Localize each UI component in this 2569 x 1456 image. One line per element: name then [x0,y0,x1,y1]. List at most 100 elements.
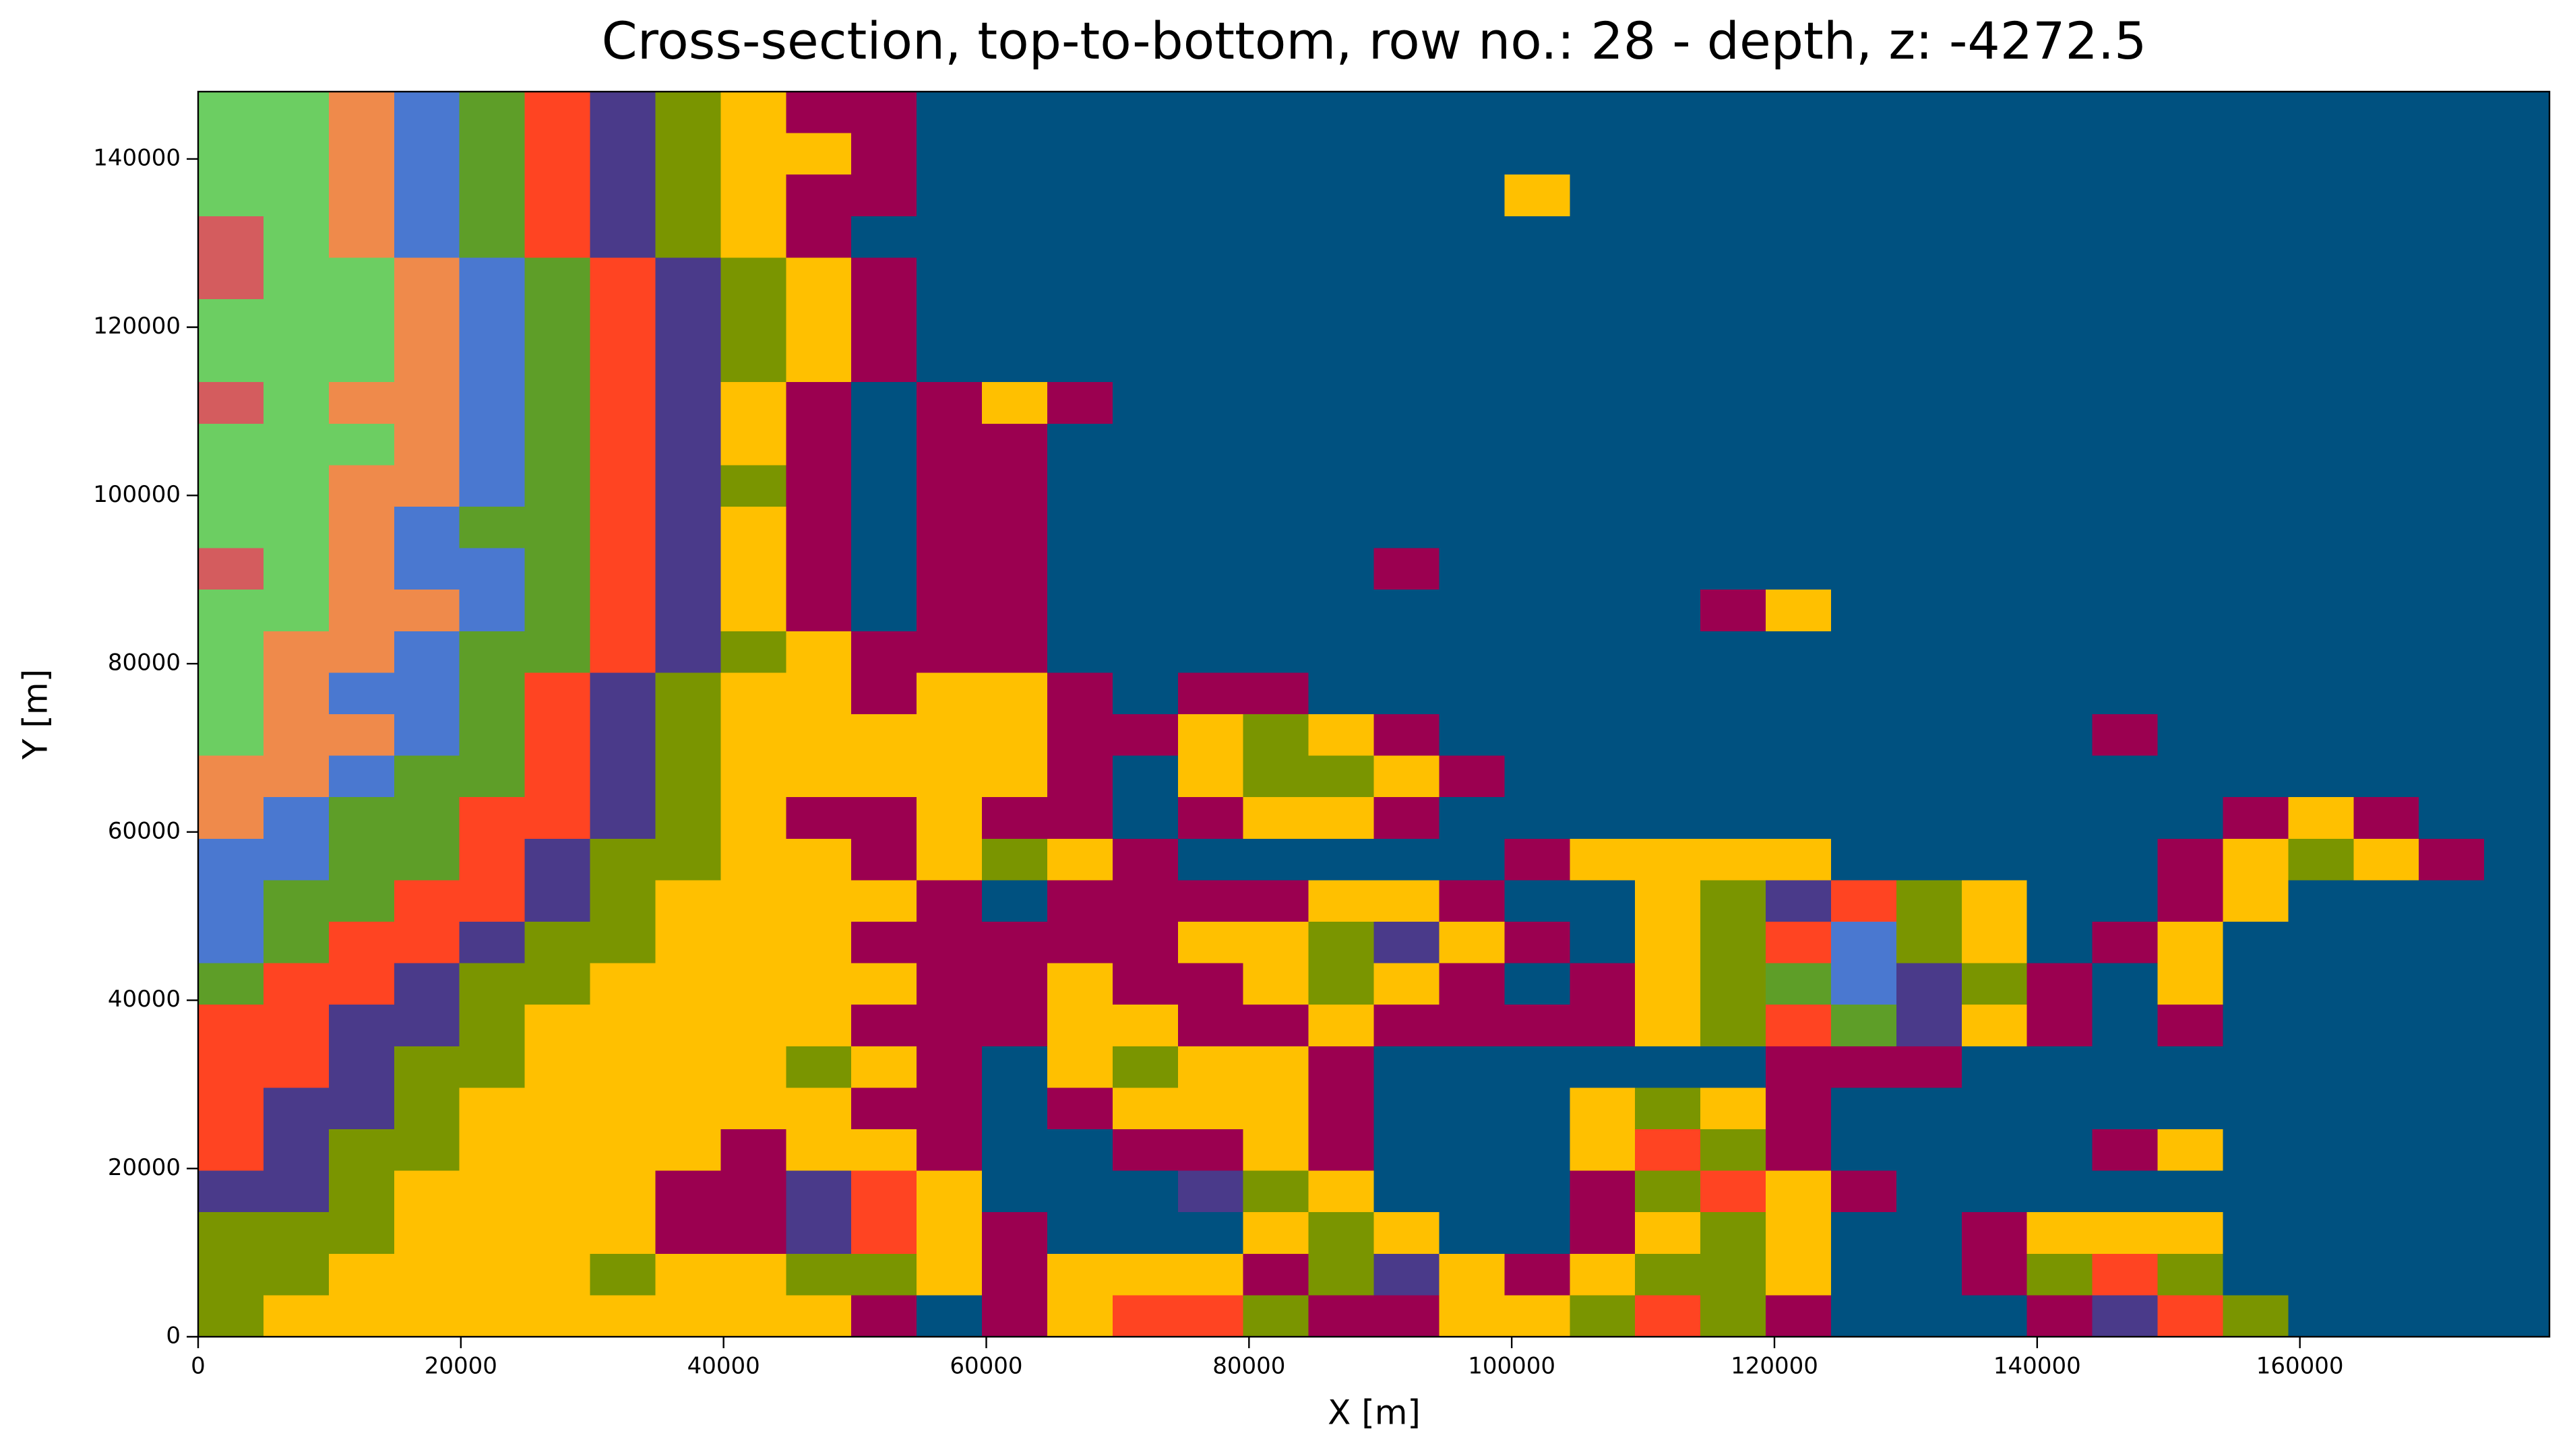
cell [1766,755,1832,798]
cell [1635,1253,1701,1296]
cell [1308,92,1375,134]
cell [1504,880,1570,922]
cell [2157,631,2224,673]
cell [1439,590,1505,632]
cell [524,257,591,300]
cell [2419,880,2485,922]
y-tick-label: 80000 [108,650,181,676]
cell [720,1295,786,1337]
cell [786,382,852,424]
cell [1700,548,1766,590]
cell [851,92,917,134]
cell [1243,1212,1309,1255]
cell [1504,1170,1570,1213]
cell [394,465,460,507]
cell [1373,963,1440,1005]
cell [1308,838,1375,881]
cell [2223,92,2289,134]
cell [1177,1005,1244,1047]
cell [394,1087,460,1130]
cell [2223,465,2289,507]
cell [1896,755,1962,798]
cell [1635,1295,1701,1337]
cell [459,1170,526,1213]
cell [2484,1046,2550,1088]
cell [2157,880,2224,922]
cell [1961,216,2028,258]
cell [524,755,591,798]
cell [786,340,852,383]
cell [328,548,395,590]
cell [1504,1005,1570,1047]
cell [1830,672,1897,715]
cell [917,922,983,964]
cell [786,92,852,134]
cell [2223,755,2289,798]
cell [198,1253,264,1296]
cell [2353,382,2419,424]
cell [1635,1005,1701,1047]
cell [1700,1046,1766,1088]
cell [590,1212,656,1255]
cell [1047,216,1113,258]
cell [2223,1087,2289,1130]
cell [2419,216,2485,258]
cell [2419,1129,2485,1172]
cell [1243,1005,1309,1047]
cell [786,631,852,673]
cell [917,340,983,383]
cell [1700,797,1766,840]
cell [2223,714,2289,757]
cell [1047,133,1113,175]
cell [1830,797,1897,840]
cell [720,590,786,632]
cell [1635,1212,1701,1255]
cell [1896,1129,1962,1172]
cell [1243,257,1309,300]
cell [786,880,852,922]
cell [1047,257,1113,300]
cell [2484,507,2550,549]
cell [2288,175,2354,217]
cell [1047,1046,1113,1088]
cell [1373,1253,1440,1296]
cell [1177,714,1244,757]
cell [394,631,460,673]
cell [2484,382,2550,424]
cell [1439,963,1505,1005]
cell [198,880,264,922]
cell [394,922,460,964]
cell [720,755,786,798]
cell [198,755,264,798]
cell [1896,423,1962,466]
cell [590,92,656,134]
cell [1896,922,1962,964]
cell [982,216,1048,258]
cell [2092,1253,2159,1296]
cell [1896,672,1962,715]
cell [2157,423,2224,466]
cell [1308,1170,1375,1213]
cell [328,133,395,175]
cell [2026,755,2093,798]
cell [2223,1212,2289,1255]
cell [2223,1129,2289,1172]
cell [1439,1087,1505,1130]
y-tick-label: 120000 [93,313,181,340]
cell [1373,465,1440,507]
cell [2353,590,2419,632]
cell [982,590,1048,632]
cell [1177,548,1244,590]
cell [2026,838,2093,881]
cell [982,797,1048,840]
cell [263,631,330,673]
cell [1961,755,2028,798]
cell [2157,755,2224,798]
cell [1243,382,1309,424]
cell [2223,880,2289,922]
cell [1308,1087,1375,1130]
cell [786,672,852,715]
cell [1373,672,1440,715]
cell [1504,922,1570,964]
cell [655,1129,721,1172]
